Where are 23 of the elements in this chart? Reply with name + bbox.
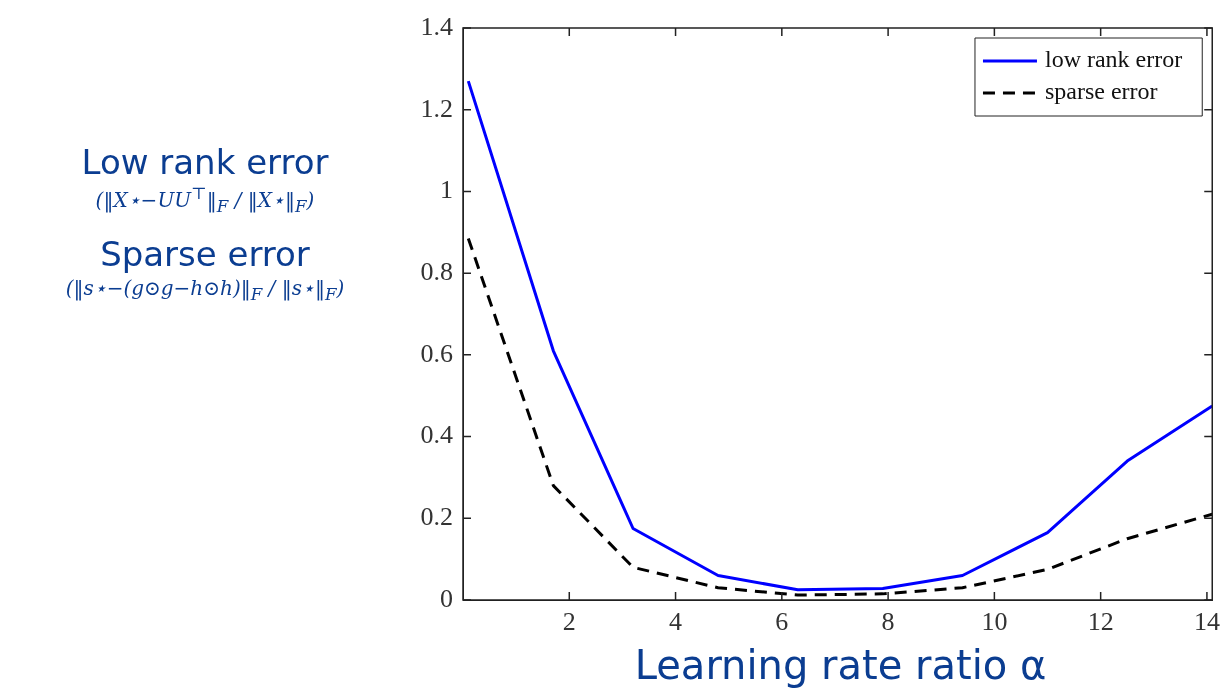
- text: (‖X⋆−UU$^{⊤}$‖$_{F}$ / ‖X⋆‖$_{F}$): [94, 184, 316, 216]
- text: (‖s⋆−(g⊙g−h⊙h)‖$_{F}$ / ‖s⋆‖$_{F}$): [64, 275, 346, 304]
- y-tick-label: 1.2: [420, 93, 453, 123]
- text: Sparse error: [99, 233, 311, 274]
- y-tick-label: 0.2: [420, 502, 453, 532]
- y-tick-label: 0.6: [420, 338, 453, 368]
- line-series: [466, 236, 1213, 597]
- text: Low rank error: [80, 142, 330, 182]
- y-tick-label: 0: [440, 583, 453, 613]
- y-tick-label: 0.8: [420, 256, 453, 286]
- x-tick-label: 14: [1193, 607, 1220, 637]
- x-axis-title: Learning rate ratio α: [633, 642, 1048, 688]
- y-tick-label: 1.4: [420, 11, 453, 41]
- x-tick-label: 6: [775, 607, 789, 637]
- x-tick-label: 8: [881, 607, 895, 637]
- legend-label: sparse error: [1044, 78, 1158, 105]
- y-tick-label: 0.4: [420, 420, 453, 450]
- x-tick-label: 2: [562, 607, 576, 637]
- x-tick-label: 10: [981, 607, 1008, 637]
- x-tick-label: 4: [669, 607, 683, 637]
- legend-label: low rank error: [1044, 46, 1183, 73]
- y-tick-label: 1: [440, 175, 453, 205]
- x-tick-label: 12: [1087, 607, 1114, 637]
